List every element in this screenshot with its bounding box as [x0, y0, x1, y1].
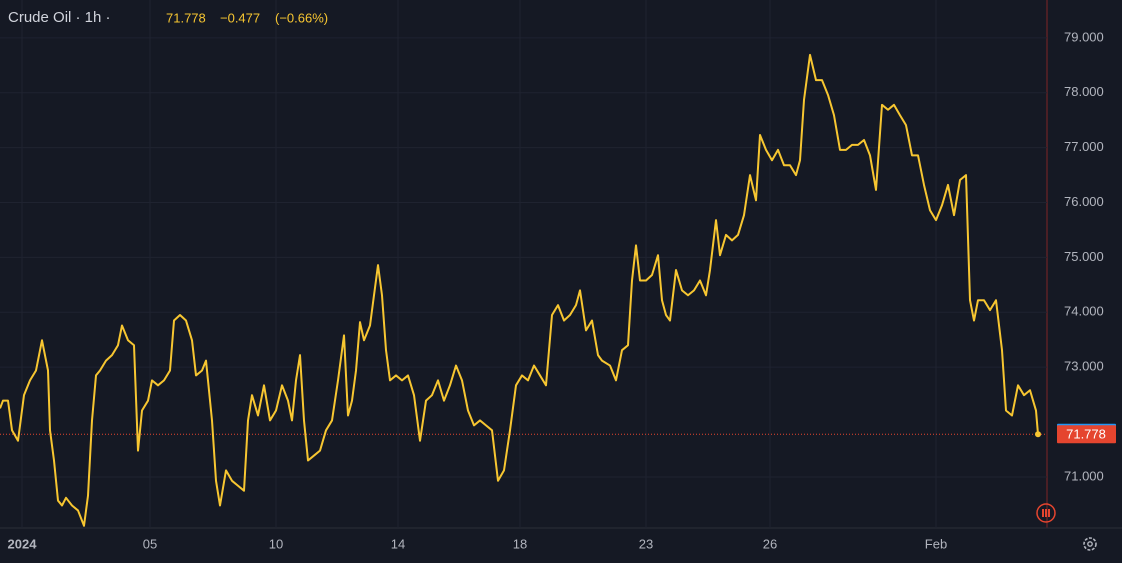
- scroll-button[interactable]: [1036, 503, 1056, 523]
- x-tick-label: 23: [639, 536, 653, 551]
- icon-part: [1042, 509, 1044, 517]
- y-tick-label: 76.000: [1064, 194, 1104, 209]
- y-tick-label: 77.000: [1064, 139, 1104, 154]
- y-tick-label: 75.000: [1064, 249, 1104, 264]
- price-change-pct: (−0.66%): [275, 10, 328, 25]
- price-marker: [1057, 425, 1116, 444]
- x-tick-label: 2024: [8, 536, 38, 551]
- icon-part: [1048, 509, 1050, 517]
- x-tick-label: 14: [391, 536, 405, 551]
- symbol-title: Crude Oil · 1h ·: [8, 9, 111, 26]
- x-tick-label: Feb: [925, 536, 947, 551]
- gear-center: [1087, 541, 1093, 547]
- scroll-icon[interactable]: [1036, 503, 1056, 523]
- last-point: [1035, 431, 1041, 438]
- y-tick-label: 71.000: [1064, 468, 1104, 483]
- y-tick-label: 78.000: [1064, 84, 1104, 99]
- icon-part: [1045, 509, 1047, 517]
- y-tick-label: 74.000: [1064, 304, 1104, 319]
- settings-button[interactable]: [1083, 537, 1097, 551]
- price-line: [0, 53, 1039, 527]
- price-change: −0.477: [220, 10, 260, 25]
- gear-icon[interactable]: [1083, 537, 1097, 551]
- price-marker-label: 71.778: [1066, 427, 1106, 442]
- x-tick-label: 18: [513, 536, 527, 551]
- x-tick-label: 05: [143, 536, 157, 551]
- x-tick-label: 10: [269, 536, 283, 551]
- x-tick-label: 26: [763, 536, 777, 551]
- y-tick-label: 73.000: [1064, 359, 1104, 374]
- last-price: 71.778: [166, 10, 206, 25]
- y-tick-label: 79.000: [1064, 29, 1104, 44]
